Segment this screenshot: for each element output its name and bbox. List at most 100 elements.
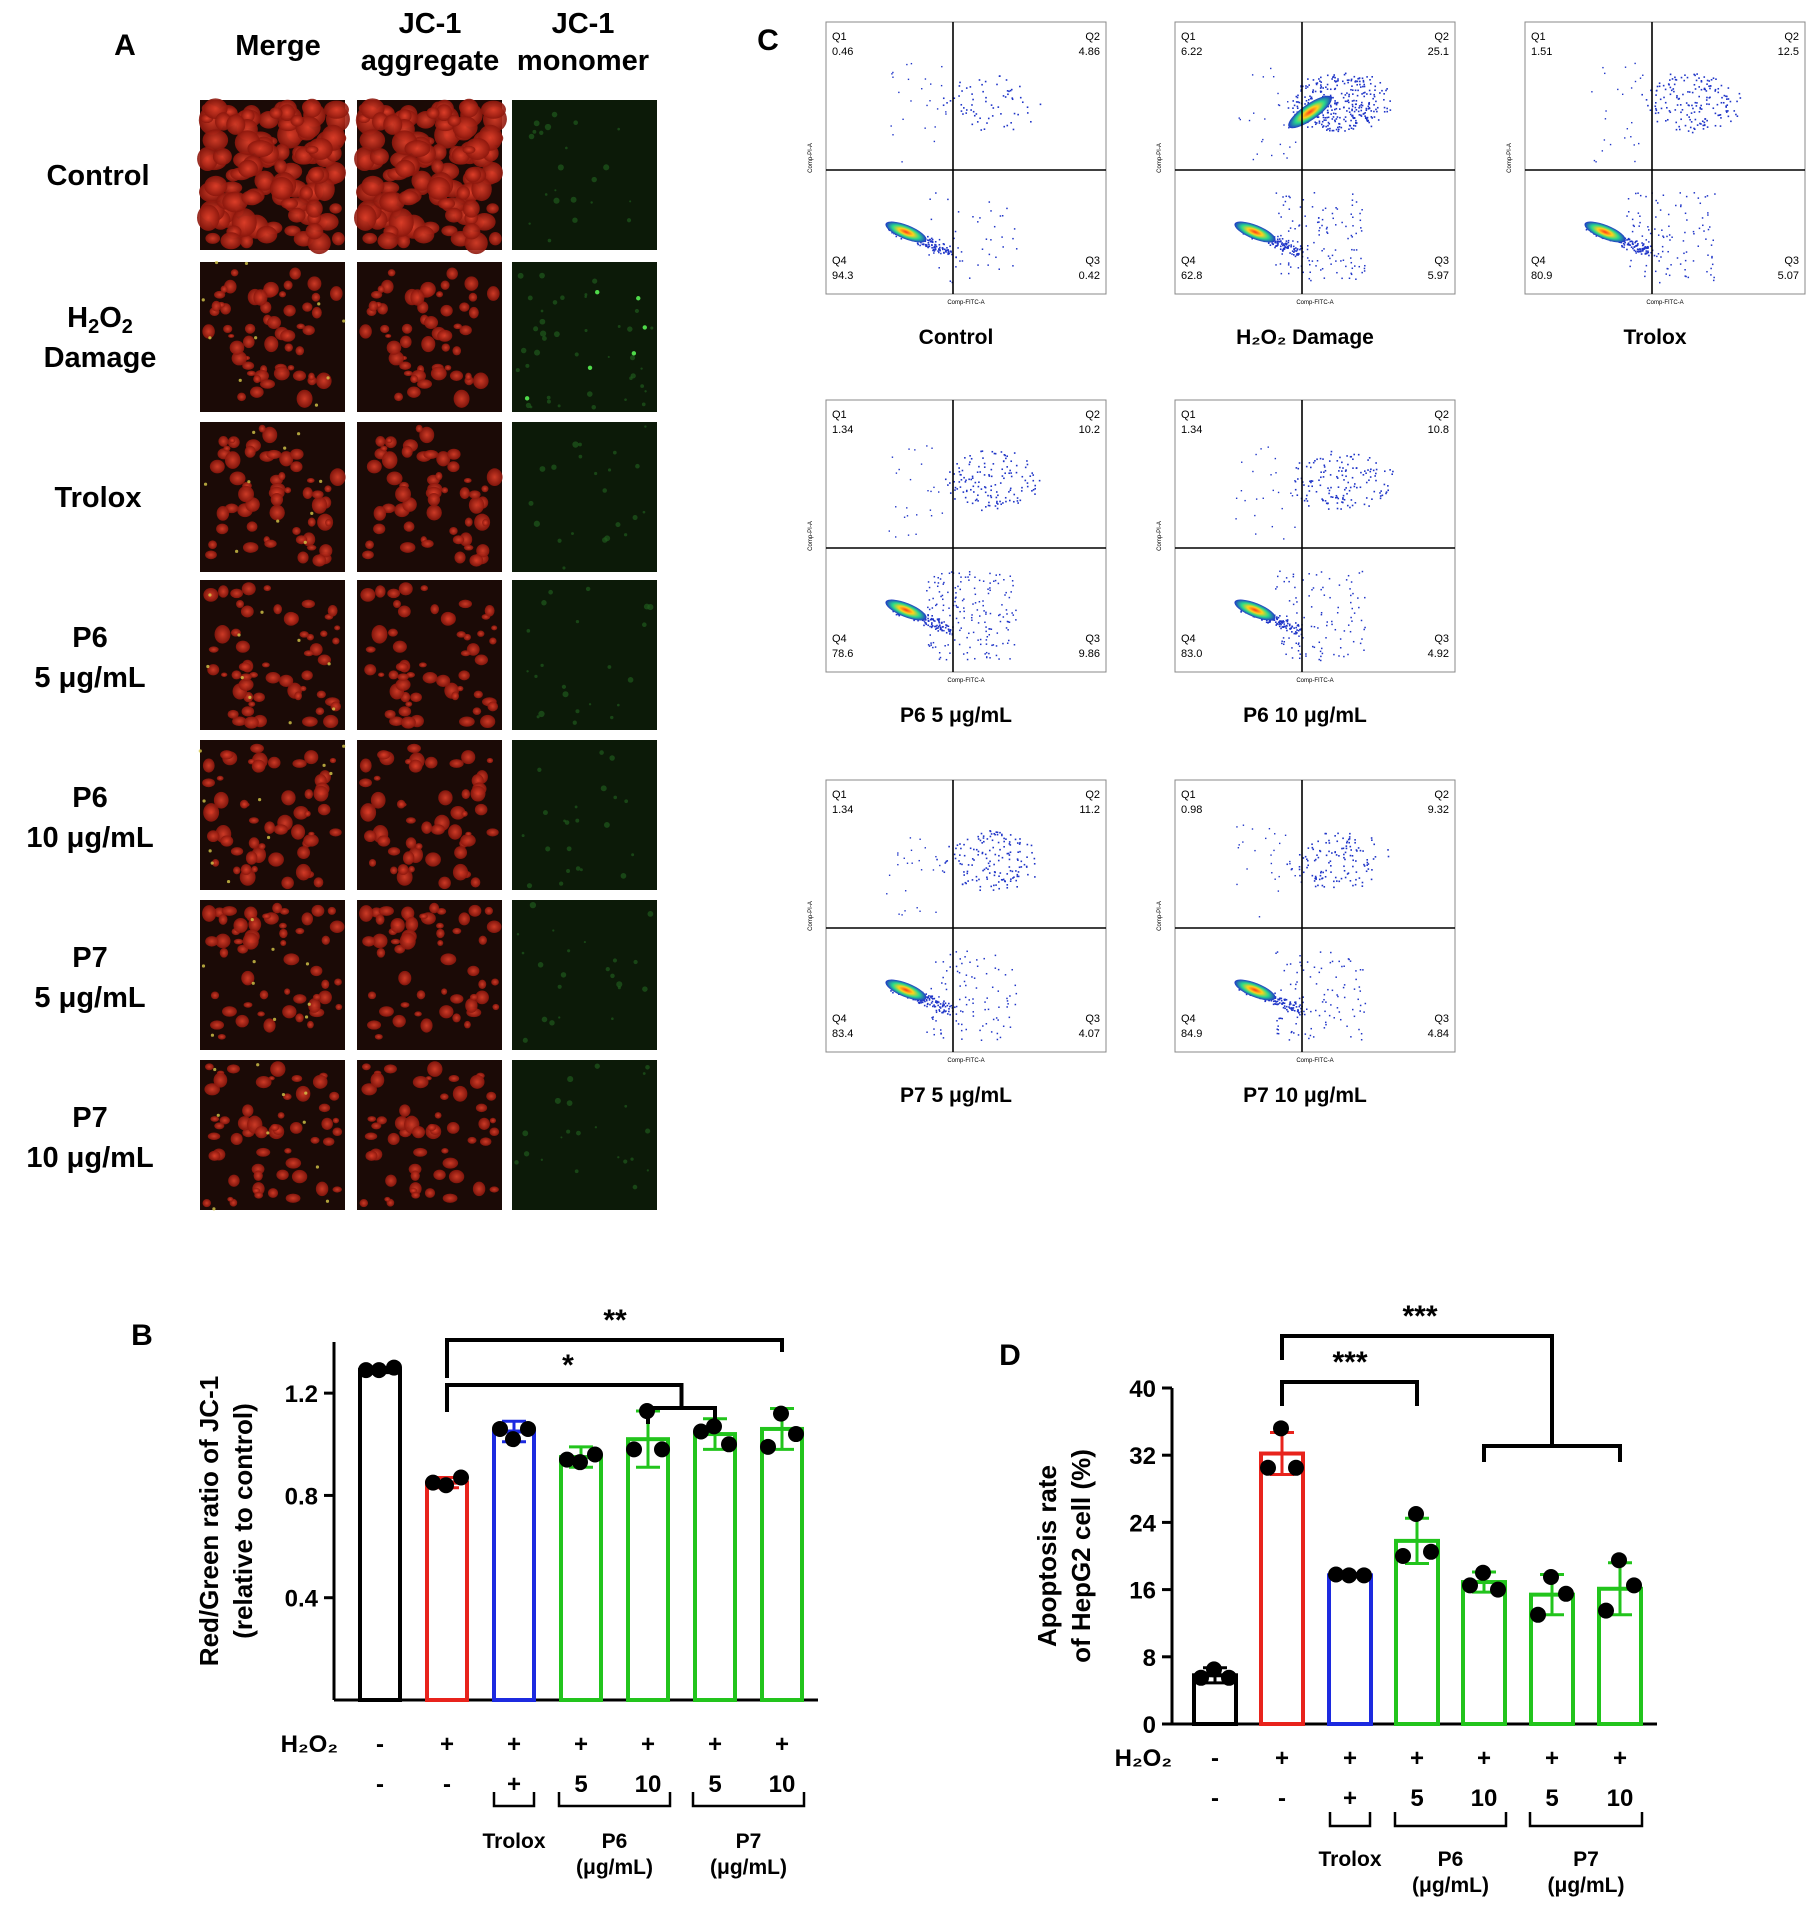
D-point-4-2 xyxy=(1462,1577,1478,1594)
flow-1-caption: H₂O₂ Damage xyxy=(1236,326,1374,349)
flow-2-caption: Trolox xyxy=(1623,326,1686,349)
D-h2o2-label: H₂O₂ xyxy=(1115,1745,1172,1772)
flow-5-quadrant-name-2: Q3 xyxy=(1085,1013,1100,1025)
D-significance-bracket-1 xyxy=(1280,1334,1622,1462)
D-treat-1: - xyxy=(1278,1785,1286,1812)
D-point-6-1 xyxy=(1626,1577,1642,1594)
micrograph-r3-c0 xyxy=(200,580,345,730)
flow-5-quadrant-name-3: Q4 xyxy=(832,1013,847,1025)
row-label-3-line1: P6 xyxy=(72,622,107,654)
row-label-4-line2: 10 μg/mL xyxy=(26,822,153,854)
B-point-1-1 xyxy=(453,1469,469,1486)
flow-6-quadrant-name-2: Q3 xyxy=(1434,1013,1449,1025)
B-group-sublabel-1: (μg/mL) xyxy=(576,1856,653,1879)
panel-label-a: A xyxy=(114,29,136,62)
micrograph-r5-c1 xyxy=(357,900,502,1050)
D-point-5-1 xyxy=(1558,1585,1574,1602)
flow-4-ylabel: Comp-PI-A xyxy=(1157,521,1163,551)
flow-1-quadrant-name-1: Q2 xyxy=(1434,31,1449,43)
B-group-sublabel-2: (μg/mL) xyxy=(710,1856,787,1879)
flow-6-caption: P7 10 μg/mL xyxy=(1243,1084,1367,1107)
flow-density-5 xyxy=(885,979,927,1001)
flow-6-q3-value: 4.84 xyxy=(1428,1028,1449,1040)
micrograph-r3-c2 xyxy=(512,580,657,730)
flow-0-q3-value: 0.42 xyxy=(1079,270,1100,282)
flow-1-q4-value: 62.8 xyxy=(1181,270,1202,282)
flow-2-quadrant-name-3: Q4 xyxy=(1531,255,1546,267)
B-bar-2 xyxy=(492,1429,536,1702)
D-point-3-0 xyxy=(1408,1506,1424,1522)
D-significance-bracket-0 xyxy=(1280,1380,1419,1406)
flow-2-quadrant-name-1: Q2 xyxy=(1784,31,1799,43)
row-label-2: Trolox xyxy=(54,482,141,514)
B-treat-1: - xyxy=(443,1771,451,1798)
col-header-monomer-l2: monomer xyxy=(517,45,649,77)
D-significance-label-1: *** xyxy=(1402,1300,1437,1333)
D-treat-5: 5 xyxy=(1545,1785,1558,1812)
B-point-0-0 xyxy=(371,1362,387,1379)
flow-5-ylabel: Comp-PI-A xyxy=(808,901,814,931)
B-point-6-1 xyxy=(788,1426,804,1443)
D-h2o2-4: + xyxy=(1477,1745,1491,1772)
flow-plot-1: Q1 6.22 Q2 25.1 Q3 5.97 Q4 62.8 Comp-FITC-A Comp-… xyxy=(1157,21,1456,349)
B-group-bracket-0 xyxy=(492,1792,536,1808)
flow-0-xlabel: Comp-FITC-A xyxy=(947,300,984,306)
B-ytick-label-1: 0.8 xyxy=(285,1483,318,1510)
flow-0-q2-value: 4.86 xyxy=(1079,46,1100,58)
D-group-bracket-1 xyxy=(1393,1812,1508,1828)
D-bar-2 xyxy=(1327,1573,1373,1726)
B-group-label-2: P7 xyxy=(736,1830,762,1853)
flow-5-q4-value: 83.4 xyxy=(832,1028,853,1040)
flow-density-1 xyxy=(1234,221,1276,243)
D-treat-2: + xyxy=(1343,1785,1357,1812)
B-group-label-1: P6 xyxy=(602,1830,628,1853)
D-point-0-0 xyxy=(1206,1661,1222,1678)
B-group-bracket-1 xyxy=(557,1792,672,1808)
flow-2-q1-value: 1.51 xyxy=(1531,46,1552,58)
flow-plot-6: Q1 0.98 Q2 9.32 Q3 4.84 Q4 84.9 Comp-FITC-A Comp-… xyxy=(1157,779,1456,1107)
D-bar-3 xyxy=(1394,1538,1440,1726)
flow-5-caption: P7 5 μg/mL xyxy=(900,1084,1012,1107)
micrograph-r2-c0 xyxy=(200,422,346,572)
flow-6-q2-value: 9.32 xyxy=(1428,804,1449,816)
D-h2o2-2: + xyxy=(1343,1745,1357,1772)
D-point-2-2 xyxy=(1328,1566,1344,1583)
flow-plot-3: Q1 1.34 Q2 10.2 Q3 9.86 Q4 78.6 Comp-FITC-A Comp-… xyxy=(808,399,1107,727)
flow-3-q2-value: 10.2 xyxy=(1079,424,1100,436)
flow-density-4 xyxy=(1234,599,1276,621)
col-header-aggregate-l2: aggregate xyxy=(361,45,500,77)
B-point-2-0 xyxy=(505,1431,521,1448)
D-group-bracket-0 xyxy=(1328,1812,1372,1828)
micrograph-r4-c0 xyxy=(198,740,346,890)
flow-2-xlabel: Comp-FITC-A xyxy=(1646,300,1683,306)
D-treat-4: 10 xyxy=(1471,1785,1498,1812)
micrograph-r2-c2 xyxy=(512,422,657,572)
B-bar-6 xyxy=(760,1426,804,1702)
flow-4-quadrant-name-2: Q3 xyxy=(1434,633,1449,645)
B-point-0-1 xyxy=(386,1359,402,1376)
flow-5-q1-value: 1.34 xyxy=(832,804,853,816)
flow-6-q4-value: 84.9 xyxy=(1181,1028,1202,1040)
B-h2o2-0: - xyxy=(376,1731,384,1758)
flow-4-quadrant-name-0: Q1 xyxy=(1181,409,1196,421)
D-point-0-1 xyxy=(1221,1669,1237,1686)
row-label-6-line2: 10 μg/mL xyxy=(26,1142,153,1174)
D-point-2-1 xyxy=(1356,1567,1372,1584)
row-label-1-line2: Damage xyxy=(44,342,157,374)
B-h2o2-1: + xyxy=(440,1731,454,1758)
B-bar-3 xyxy=(559,1455,603,1702)
B-point-2-1 xyxy=(520,1420,536,1437)
D-bar-4 xyxy=(1461,1580,1507,1727)
flow-0-quadrant-name-0: Q1 xyxy=(832,31,847,43)
flow-density-6 xyxy=(1234,979,1276,1001)
B-group-label-0: Trolox xyxy=(482,1830,545,1853)
B-group-bracket-2 xyxy=(691,1792,806,1808)
flow-plot-5: Q1 1.34 Q2 11.2 Q3 4.07 Q4 83.4 Comp-FITC-A Comp-… xyxy=(808,779,1107,1107)
B-point-1-0 xyxy=(438,1477,454,1494)
panel-label-c: C xyxy=(757,24,779,57)
flow-6-xlabel: Comp-FITC-A xyxy=(1296,1058,1333,1064)
flow-5-q3-value: 4.07 xyxy=(1079,1028,1100,1040)
micrograph-r4-c2 xyxy=(512,740,657,890)
flow-3-xlabel: Comp-FITC-A xyxy=(947,678,984,684)
flow-6-quadrant-name-1: Q2 xyxy=(1434,789,1449,801)
